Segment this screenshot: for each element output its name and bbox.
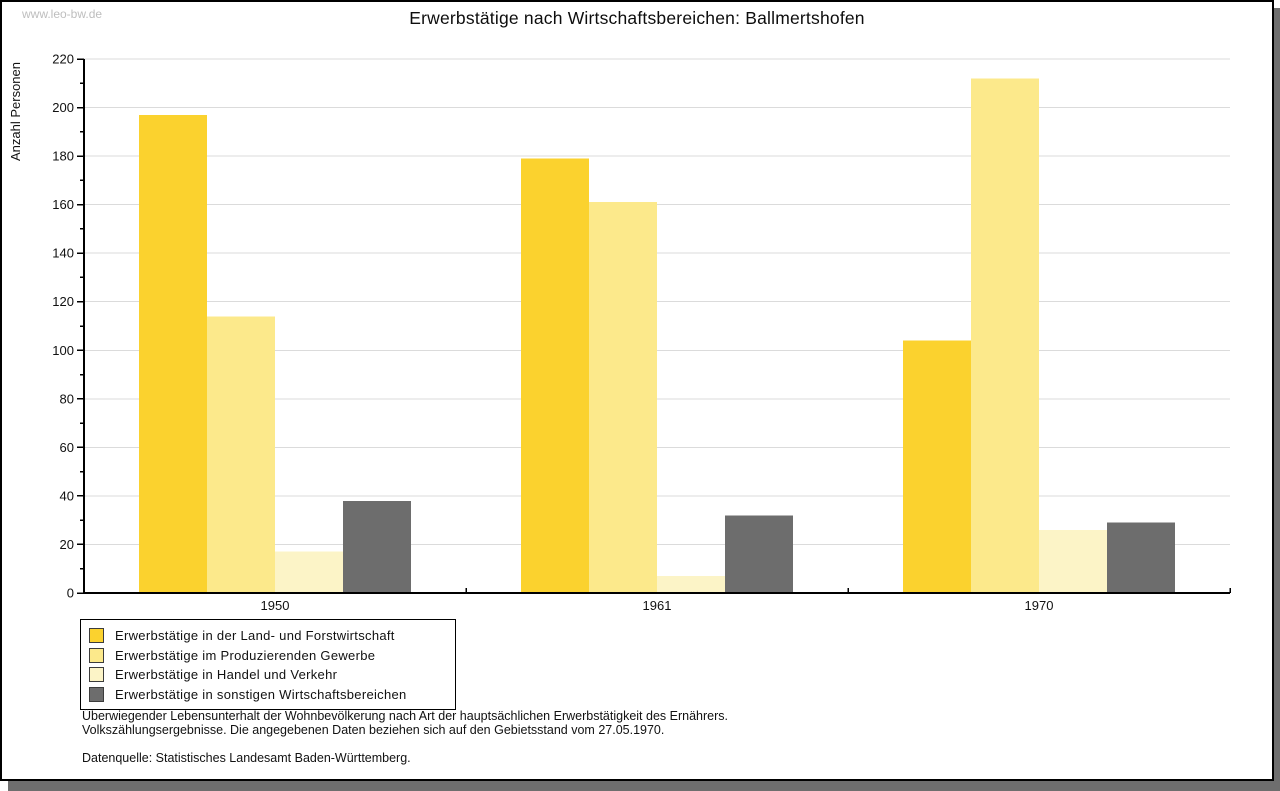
x-tick-label: 1961 [643, 598, 672, 613]
legend-item-label: Erwerbstätige in sonstigen Wirtschaftsbe… [115, 686, 407, 702]
y-tick-label: 180 [52, 149, 74, 164]
bar-1970-series1 [903, 340, 971, 593]
page-title: Erwerbstätige nach Wirtschaftsbereichen:… [409, 8, 865, 28]
bar-1961-series1 [521, 158, 589, 593]
bar-1950-series4 [343, 500, 411, 593]
legend-item-label: Erwerbstätige in der Land- und Forstwirt… [115, 628, 395, 644]
footnote-line: Volkszählungsergebnisse. Die angegebenen… [82, 723, 665, 737]
legend-item: Erwerbstätige in sonstigen Wirtschaftsbe… [89, 685, 451, 705]
y-tick-label: 100 [52, 343, 74, 358]
y-tick-label: 0 [67, 586, 74, 601]
bar-1970-series3 [1039, 529, 1107, 593]
y-tick-label: 80 [60, 391, 74, 406]
legend-swatch-icon [89, 647, 104, 663]
bar-1961-series4 [725, 515, 793, 593]
bar-1950-series3 [275, 551, 343, 593]
bar-1950-series2 [207, 316, 275, 593]
bar-1961-series2 [589, 202, 657, 593]
bar-1970-series2 [971, 78, 1039, 593]
data-source: Datenquelle: Statistisches Landesamt Bad… [82, 751, 411, 765]
legend-swatch-icon [89, 667, 104, 683]
bar-chart: 1950 1961 1970 0 20 40 60 80 100 120 140 160 180 200 2… [52, 52, 1231, 613]
legend-swatch-icon [89, 686, 104, 702]
footnote-text: Überwiegender Lebensunterhalt der Wohnbe… [82, 709, 728, 737]
y-tick-label: 20 [60, 537, 74, 552]
x-tick-label: 1950 [261, 598, 290, 613]
legend-item: Erwerbstätige im Produzierenden Gewerbe [89, 646, 451, 666]
legend-item-label: Erwerbstätige in Handel und Verkehr [115, 667, 338, 683]
bar-1950-series1 [139, 114, 207, 593]
legend-swatch-icon [89, 628, 104, 644]
bar-1970-series4 [1107, 522, 1175, 593]
legend-item: Erwerbstätige in Handel und Verkehr [89, 665, 451, 685]
footnote-line: Überwiegender Lebensunterhalt der Wohnbe… [82, 709, 728, 723]
legend-item: Erwerbstätige in der Land- und Forstwirt… [89, 626, 451, 646]
y-tick-label: 200 [52, 100, 74, 115]
legend-item-label: Erwerbstätige im Produzierenden Gewerbe [115, 647, 376, 663]
y-tick-label: 160 [52, 197, 74, 212]
y-tick-label: 120 [52, 294, 74, 309]
y-tick-label: 220 [52, 52, 74, 67]
y-tick-label: 140 [52, 246, 74, 261]
watermark: www.leo-bw.de [22, 7, 103, 21]
y-tick-label: 60 [60, 440, 74, 455]
legend: Erwerbstätige in der Land- und Forstwirt… [80, 619, 456, 710]
x-tick-label: 1970 [1025, 598, 1054, 613]
y-tick-label: 40 [60, 488, 74, 503]
bar-1961-series3 [657, 576, 725, 593]
